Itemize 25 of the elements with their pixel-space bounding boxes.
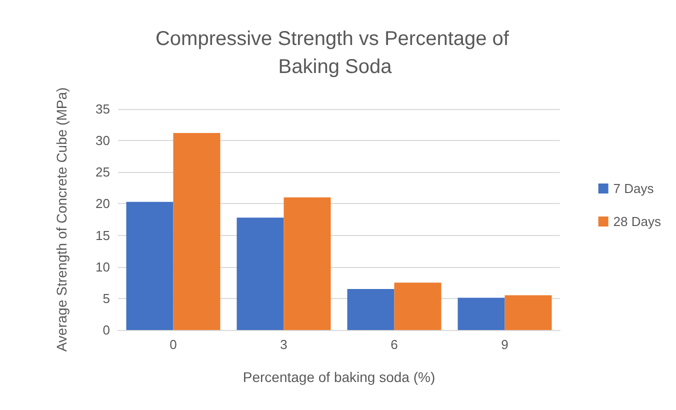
y-tick-label: 15 bbox=[96, 228, 110, 243]
y-tick-label: 10 bbox=[96, 259, 110, 274]
y-tick-label: 20 bbox=[96, 196, 110, 212]
x-tick-label: 9 bbox=[501, 337, 508, 352]
legend-label: 7 Days bbox=[613, 181, 654, 196]
bar bbox=[458, 298, 505, 330]
x-tick-label: 6 bbox=[390, 337, 398, 352]
y-tick-label: 30 bbox=[96, 133, 110, 148]
y-tick-label: 35 bbox=[96, 102, 110, 116]
bar bbox=[236, 218, 284, 330]
x-tick-label: 0 bbox=[170, 337, 177, 352]
bar bbox=[284, 197, 331, 330]
bar bbox=[394, 282, 442, 330]
bar bbox=[173, 132, 220, 330]
y-tick-label: 25 bbox=[96, 164, 110, 180]
bar bbox=[504, 295, 552, 330]
legend-label: 28 Days bbox=[613, 214, 662, 229]
y-tick-label: 0 bbox=[102, 322, 110, 338]
bar bbox=[347, 288, 394, 330]
bar bbox=[126, 202, 174, 330]
y-tick-label: 5 bbox=[102, 290, 110, 306]
x-axis-title: Percentage of baking soda (%) bbox=[242, 369, 436, 385]
y-axis-title: Average Strength of Concrete Cube (MPa) bbox=[54, 87, 70, 352]
x-tick-label: 3 bbox=[280, 337, 288, 352]
chart-title: Compressive Strength vs Percentage of Baking Soda bbox=[155, 28, 515, 78]
